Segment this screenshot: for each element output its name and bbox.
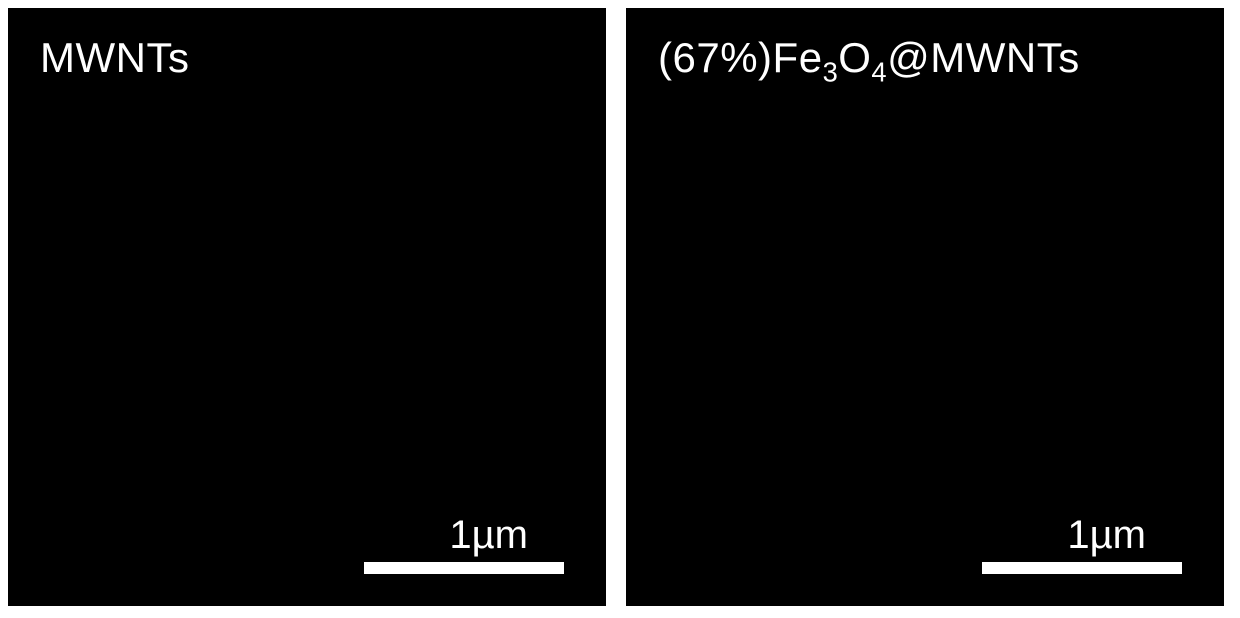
panel-left-mwnts: MWNTs 1µm <box>8 8 606 606</box>
panel-right-scale-text: 1µm <box>1067 513 1146 558</box>
panel-left-scale-bar <box>364 562 564 574</box>
panel-left-scale-text: 1µm <box>449 513 528 558</box>
panel-left-label: MWNTs <box>40 34 189 82</box>
label-prefix: (67%)Fe <box>658 34 823 81</box>
label-suffix: @MWNTs <box>887 34 1080 81</box>
label-mid: O <box>838 34 871 81</box>
panel-right-scale: 1µm <box>982 513 1182 574</box>
label-sub1: 3 <box>823 56 839 87</box>
panel-right-label: (67%)Fe3O4@MWNTs <box>658 34 1080 82</box>
panel-left-scale: 1µm <box>364 513 564 574</box>
panel-right-fe3o4-mwnts: (67%)Fe3O4@MWNTs 1µm <box>626 8 1224 606</box>
label-sub2: 4 <box>871 56 887 87</box>
figure-panels: MWNTs 1µm (67%)Fe3O4@MWNTs 1µm <box>8 8 1224 606</box>
panel-right-scale-bar <box>982 562 1182 574</box>
